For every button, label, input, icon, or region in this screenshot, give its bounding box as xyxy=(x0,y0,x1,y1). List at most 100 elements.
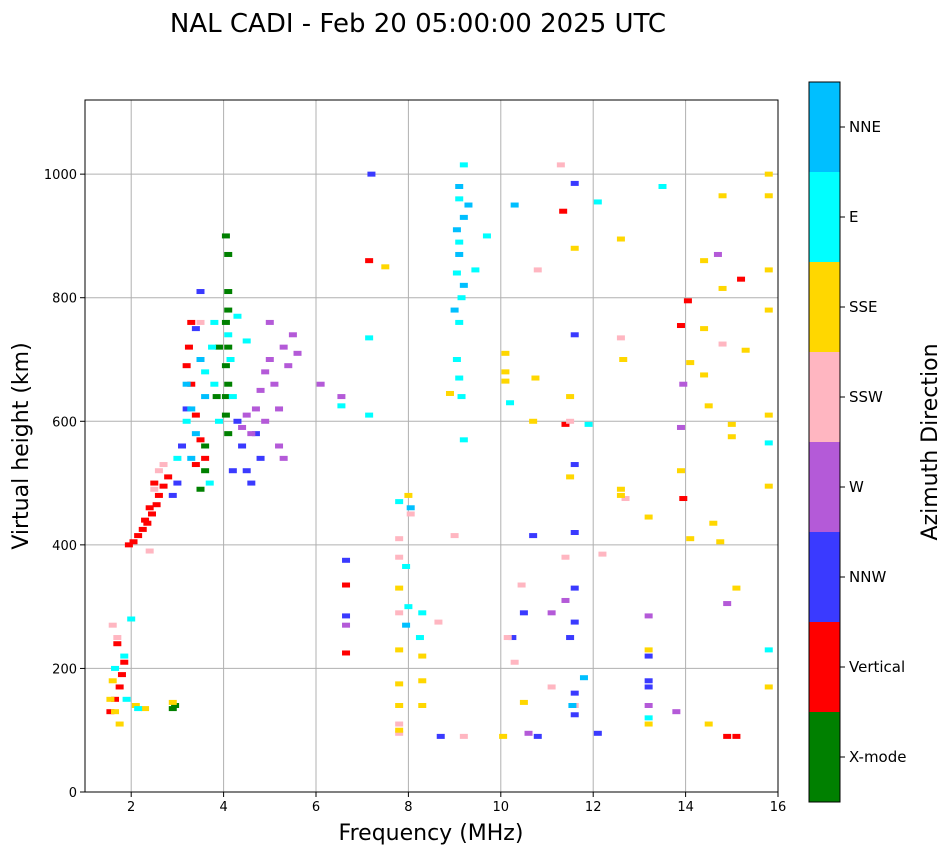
data-point xyxy=(700,372,709,378)
y-tick-label: 200 xyxy=(52,662,77,677)
colorbar-frame xyxy=(808,81,841,803)
data-point xyxy=(279,344,288,350)
data-point xyxy=(134,533,143,539)
data-point xyxy=(402,622,411,628)
data-point xyxy=(201,369,210,375)
data-point xyxy=(224,431,233,437)
data-point xyxy=(644,715,653,721)
data-point xyxy=(138,526,147,532)
data-point xyxy=(154,492,163,498)
data-point xyxy=(226,357,235,362)
data-point xyxy=(191,462,200,468)
data-point xyxy=(256,455,265,461)
series-w xyxy=(238,251,732,736)
data-point xyxy=(593,730,602,736)
data-point xyxy=(168,699,177,705)
data-point xyxy=(293,350,302,356)
data-point xyxy=(117,672,126,678)
data-point xyxy=(566,474,575,480)
data-point xyxy=(658,184,667,189)
y-tick-label: 400 xyxy=(52,539,77,554)
data-point xyxy=(418,703,427,708)
data-point xyxy=(584,421,593,427)
data-point xyxy=(556,162,565,168)
data-point xyxy=(201,455,210,461)
data-point xyxy=(764,483,773,489)
data-point xyxy=(342,622,351,628)
data-point xyxy=(159,483,168,489)
data-point xyxy=(150,480,159,486)
series-vertical xyxy=(106,208,746,739)
data-point xyxy=(201,394,210,400)
data-point xyxy=(764,267,773,273)
data-point xyxy=(644,653,653,659)
x-tick-label: 12 xyxy=(585,800,602,815)
data-point xyxy=(455,239,464,245)
data-point xyxy=(147,511,156,517)
data-point xyxy=(224,344,233,350)
data-point xyxy=(570,332,579,338)
data-point xyxy=(196,437,205,443)
x-axis-label: Frequency (MHz) xyxy=(339,821,524,846)
data-point xyxy=(533,733,542,739)
y-tick-label: 600 xyxy=(52,415,77,430)
data-point xyxy=(212,394,221,400)
data-point xyxy=(570,690,579,696)
data-point xyxy=(436,733,445,739)
data-point xyxy=(418,653,427,659)
data-point xyxy=(113,635,122,641)
data-point xyxy=(316,381,325,387)
data-point xyxy=(732,733,741,739)
data-point xyxy=(457,394,466,400)
data-point xyxy=(208,344,217,350)
data-point xyxy=(115,721,124,727)
data-point xyxy=(168,706,177,712)
y-tick-label: 800 xyxy=(52,292,77,307)
colorbar-segment xyxy=(809,172,840,262)
data-point xyxy=(115,684,124,690)
data-point xyxy=(459,214,468,220)
data-point xyxy=(365,412,374,418)
data-point xyxy=(182,406,191,412)
colorbar-segment xyxy=(809,712,840,802)
data-point xyxy=(616,236,625,242)
data-point xyxy=(238,424,247,430)
data-point xyxy=(395,499,404,505)
data-point xyxy=(404,604,413,610)
data-point xyxy=(450,533,459,539)
colorbar: X-mode Vertical NNW W SSW SSE E NNE xyxy=(808,81,906,803)
data-point xyxy=(547,684,556,690)
x-tick-label: 8 xyxy=(404,800,412,815)
data-point xyxy=(452,357,461,362)
data-point xyxy=(201,443,210,449)
data-point xyxy=(737,276,746,282)
data-point xyxy=(221,319,230,325)
y-axis-label: Virtual height (km) xyxy=(9,342,34,549)
data-point xyxy=(106,696,115,702)
data-point xyxy=(221,394,230,400)
data-point xyxy=(568,703,577,708)
colorbar-segment xyxy=(809,622,840,712)
data-point xyxy=(459,162,468,168)
colorbar-category-label: W xyxy=(849,478,864,496)
data-point xyxy=(261,369,270,375)
data-point xyxy=(164,474,173,480)
data-point xyxy=(145,548,154,554)
data-point xyxy=(342,557,351,563)
data-point xyxy=(145,505,154,511)
data-point xyxy=(238,443,247,449)
data-point xyxy=(418,610,427,616)
data-point xyxy=(644,647,653,653)
data-point xyxy=(395,681,404,687)
colorbar-segment xyxy=(809,532,840,622)
data-point xyxy=(251,406,260,412)
data-point xyxy=(764,171,773,177)
data-point xyxy=(182,363,191,369)
x-tick-label: 14 xyxy=(677,800,694,815)
series-nne xyxy=(182,184,588,708)
data-point xyxy=(510,659,519,665)
data-point xyxy=(233,418,242,424)
data-point xyxy=(700,258,709,264)
data-point xyxy=(508,635,517,641)
